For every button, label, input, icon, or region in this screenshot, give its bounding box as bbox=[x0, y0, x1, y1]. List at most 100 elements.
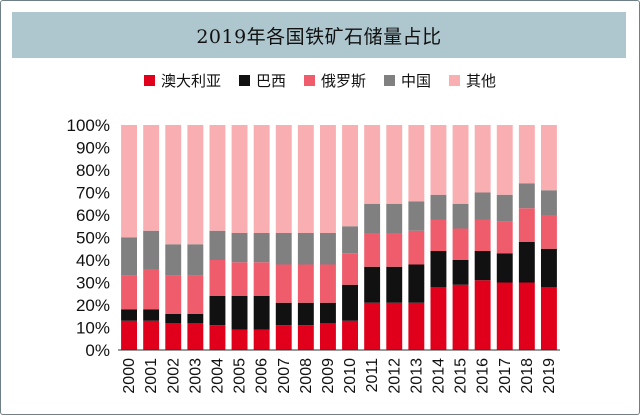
bar-segment bbox=[143, 230, 160, 269]
bar-segment bbox=[540, 248, 557, 287]
bar-segment bbox=[231, 262, 248, 296]
x-tick-label: 2019 bbox=[541, 358, 558, 394]
bar-segment bbox=[386, 302, 403, 350]
x-tick-label: 2013 bbox=[408, 358, 425, 394]
chart-title: 2019年各国铁矿石储量占比 bbox=[196, 25, 442, 48]
bar-segment bbox=[364, 125, 381, 204]
bar-segment bbox=[231, 125, 248, 233]
legend-swatch-australia bbox=[143, 74, 155, 86]
legend-label-other: 其他 bbox=[466, 71, 497, 90]
bar-segment bbox=[187, 275, 204, 314]
bar-segment bbox=[187, 323, 204, 350]
bar-segment bbox=[209, 260, 226, 296]
bar-segment bbox=[253, 233, 270, 263]
bar-segment bbox=[474, 251, 491, 281]
y-tick-label: 10% bbox=[76, 319, 110, 338]
legend-item-china: 中国 bbox=[384, 70, 431, 91]
bar-segment bbox=[231, 329, 248, 350]
bar-segment bbox=[143, 269, 160, 310]
bar-segment bbox=[430, 219, 447, 251]
bar-segment bbox=[319, 302, 336, 323]
bar-segment bbox=[518, 242, 535, 283]
y-tick-label: 30% bbox=[76, 274, 110, 293]
bar-segment bbox=[518, 282, 535, 350]
bar-segment bbox=[540, 190, 557, 215]
bar-segment bbox=[430, 287, 447, 350]
bar-segment bbox=[474, 219, 491, 251]
bar-segment bbox=[408, 201, 425, 231]
bar-segment bbox=[474, 192, 491, 220]
bar-segment bbox=[209, 125, 226, 231]
bar-segment bbox=[275, 264, 292, 303]
y-tick-label: 100% bbox=[67, 116, 110, 135]
bar-segment bbox=[187, 314, 204, 323]
bar-segment bbox=[143, 125, 160, 231]
bar-segment bbox=[518, 183, 535, 209]
bar-segment bbox=[275, 325, 292, 350]
y-tick-label: 40% bbox=[76, 251, 110, 270]
bar-segment bbox=[474, 280, 491, 350]
bar-segment bbox=[364, 302, 381, 350]
bar-segment bbox=[121, 275, 137, 310]
bar-segment bbox=[143, 309, 160, 321]
x-tick-label: 2017 bbox=[497, 358, 514, 394]
bar-segment bbox=[209, 230, 226, 260]
bar-segment bbox=[452, 260, 469, 285]
bar-segment bbox=[319, 264, 336, 303]
bar-segment bbox=[342, 253, 358, 285]
bar-segment bbox=[297, 264, 314, 303]
bar-segment bbox=[297, 325, 314, 350]
legend-swatch-china bbox=[384, 74, 395, 86]
bar-segment bbox=[121, 125, 137, 238]
bar-segment bbox=[540, 125, 557, 191]
bar-segment bbox=[496, 194, 513, 222]
bar-segment bbox=[518, 125, 535, 184]
bar-segment bbox=[342, 320, 358, 350]
legend-label-brazil: 巴西 bbox=[255, 71, 286, 90]
bar-segment bbox=[319, 125, 336, 233]
bar-segment bbox=[209, 296, 226, 326]
legend-item-other: 其他 bbox=[449, 70, 496, 91]
x-tick-label: 2012 bbox=[386, 358, 403, 394]
bar-segment bbox=[231, 233, 248, 263]
bar-segment bbox=[231, 296, 248, 330]
bar-segment bbox=[275, 233, 292, 265]
bar-segment bbox=[297, 302, 314, 326]
y-tick-label: 20% bbox=[76, 296, 110, 315]
bar-segment bbox=[452, 284, 469, 350]
bar-segment bbox=[297, 233, 314, 265]
bar-segment bbox=[540, 287, 557, 350]
x-tick-label: 2005 bbox=[232, 358, 249, 394]
bar-segment bbox=[386, 203, 403, 233]
bar-segment bbox=[275, 302, 292, 326]
y-tick-label: 50% bbox=[76, 229, 110, 248]
x-tick-label: 2018 bbox=[519, 358, 536, 394]
y-tick-label: 60% bbox=[76, 206, 110, 225]
bar-segment bbox=[165, 314, 182, 323]
legend-item-russia: 俄罗斯 bbox=[303, 70, 366, 91]
x-tick-label: 2003 bbox=[187, 358, 204, 394]
bar-segment bbox=[496, 221, 513, 254]
bar-segment bbox=[496, 125, 513, 195]
bar-segment bbox=[364, 233, 381, 267]
bar-segment bbox=[253, 329, 270, 350]
bar-segment bbox=[364, 266, 381, 303]
legend-item-brazil: 巴西 bbox=[238, 70, 286, 91]
legend-swatch-brazil bbox=[238, 74, 250, 86]
bar-segment bbox=[408, 302, 425, 350]
legend-label-china: 中国 bbox=[401, 71, 432, 90]
bar-segment bbox=[430, 194, 447, 220]
x-tick-label: 2009 bbox=[320, 358, 337, 394]
bar-segment bbox=[319, 323, 336, 350]
bar-segment bbox=[275, 125, 292, 233]
bar-segment bbox=[518, 208, 535, 242]
x-tick-label: 2014 bbox=[430, 358, 447, 394]
bar-segment bbox=[342, 226, 358, 254]
bar-segment bbox=[452, 228, 469, 260]
bar-segment bbox=[408, 230, 425, 265]
y-tick-label: 80% bbox=[76, 161, 110, 180]
bar-segment bbox=[165, 244, 182, 276]
bar-segment bbox=[187, 244, 204, 276]
legend-swatch-other bbox=[449, 74, 461, 86]
bar-segment bbox=[430, 251, 447, 287]
